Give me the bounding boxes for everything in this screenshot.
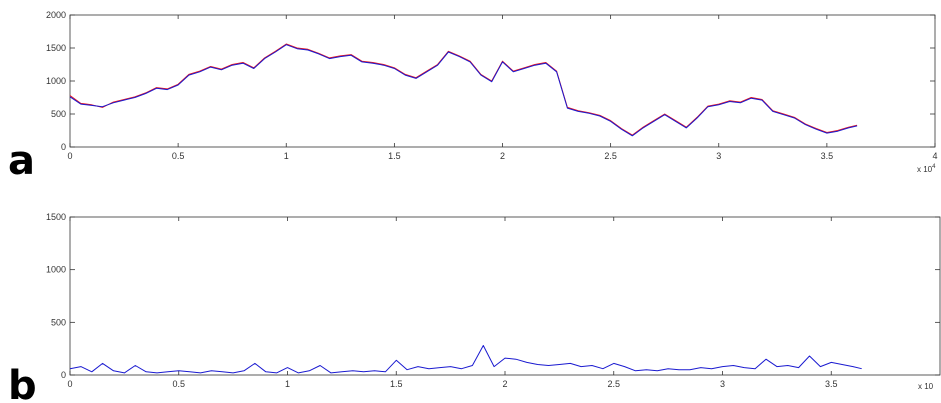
panel-b-x-multiplier: x 10	[918, 382, 934, 391]
panel-b-y-tick-label: 0	[61, 370, 66, 380]
panel-b-chart: 0 0.5 1 1.5 2 2.5 3 3.5 0 500 1000 1500 x 10 b	[8, 212, 941, 403]
panel-a-letter: a	[8, 138, 35, 184]
panel-a-x-ticks: 0 0.5 1 1.5 2 2.5 3 3.5 4	[67, 15, 938, 161]
panel-a-y-tick-label: 1500	[46, 43, 66, 53]
panel-b-y-ticks: 0 500 1000 1500	[46, 212, 940, 380]
panel-a-y-tick-label: 500	[51, 109, 66, 119]
panel-b-letter: b	[8, 363, 37, 403]
panel-a-axes-box	[69, 14, 936, 148]
panel-a-series	[69, 43, 858, 137]
panel-a-x-tick-label: 0	[67, 151, 72, 161]
panel-b-x-tick-label: 2	[502, 379, 507, 389]
panel-a-x-tick-label: 0.5	[172, 151, 185, 161]
panel-a-x-tick-label: 4	[932, 151, 937, 161]
panel-b-x-tick-label: 3.5	[825, 379, 838, 389]
panel-b-series	[69, 345, 862, 374]
panel-b-series-line-1	[69, 345, 862, 374]
panel-a-chart: 0 0.5 1 1.5 2 2.5 3 3.5 4 0 500 1000 1500 2000 x 104…	[8, 10, 938, 184]
panel-b-y-tick-label: 1000	[46, 265, 66, 275]
panel-a-x-tick-label: 2	[500, 151, 505, 161]
panel-b-x-tick-label: 0.5	[172, 379, 185, 389]
panel-b-x-tick-label: 1	[285, 379, 290, 389]
panel-a-y-tick-label: 2000	[46, 10, 66, 20]
panel-a-x-tick-label: 2.5	[604, 151, 617, 161]
panel-b-axes-box	[69, 216, 941, 376]
panel-b-y-tick-label: 500	[51, 317, 66, 327]
panel-a-x-tick-label: 1	[284, 151, 289, 161]
panel-b-x-tick-label: 3	[720, 379, 725, 389]
panel-a-series-line-2	[69, 44, 858, 137]
panel-a-y-tick-label: 1000	[46, 76, 66, 86]
panel-a-series-line-1	[69, 43, 858, 136]
panel-b-x-ticks: 0 0.5 1 1.5 2 2.5 3 3.5	[67, 217, 838, 389]
panel-a-x-tick-label: 1.5	[388, 151, 401, 161]
panel-a-x-multiplier: x 104	[917, 164, 936, 174]
panel-a-y-tick-label: 0	[61, 142, 66, 152]
panel-a-x-tick-label: 3	[716, 151, 721, 161]
panel-a-y-ticks: 0 500 1000 1500 2000	[46, 10, 935, 152]
panel-b-x-tick-label: 0	[67, 379, 72, 389]
panel-b-x-tick-label: 1.5	[390, 379, 403, 389]
panel-b-y-tick-label: 1500	[46, 212, 66, 222]
panel-b-x-tick-label: 2.5	[607, 379, 620, 389]
panel-a-x-tick-label: 3.5	[821, 151, 834, 161]
